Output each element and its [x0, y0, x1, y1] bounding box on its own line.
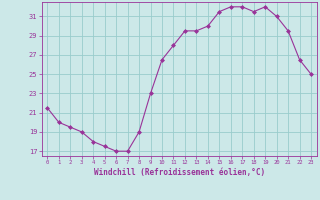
X-axis label: Windchill (Refroidissement éolien,°C): Windchill (Refroidissement éolien,°C) [94, 168, 265, 177]
